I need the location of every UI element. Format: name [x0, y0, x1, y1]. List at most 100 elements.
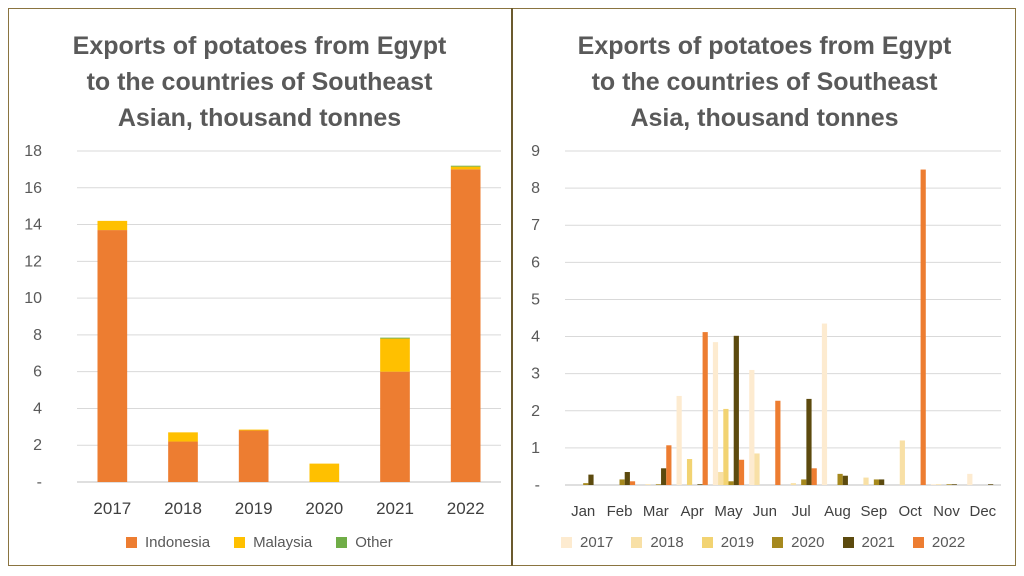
y-tick-label: 10	[24, 290, 42, 307]
legend-label: 2022	[931, 534, 966, 551]
x-category-label: 2019	[235, 499, 273, 518]
legend-swatch	[701, 537, 713, 548]
x-category-label: 2021	[376, 499, 414, 518]
legend-swatch	[842, 537, 854, 548]
bar-2021-may	[733, 335, 739, 485]
bar-2018-jul	[790, 483, 796, 485]
legend-label: Malaysia	[253, 534, 313, 551]
right-chart-panel: Exports of potatoes from Egypt to the co…	[513, 8, 1016, 566]
left-title-line: Asian, thousand tonnes	[117, 104, 402, 132]
x-category-label: 2017	[93, 499, 131, 518]
legend-label: 2019	[720, 534, 755, 551]
left-chart-legend: Indonesia Malaysia Other	[126, 534, 393, 551]
y-tick-label: 7	[531, 217, 540, 234]
bar-2021-apr	[697, 484, 703, 485]
bar-indonesia-2021	[380, 371, 410, 482]
y-tick-label: -	[535, 477, 540, 494]
bar-2022-oct	[920, 169, 926, 486]
bar-indonesia-2017	[97, 230, 128, 482]
bar-2018-mar	[645, 484, 651, 485]
bar-2021-dec	[988, 484, 994, 485]
left-chart-title: Exports of potatoes from Egypt to the co…	[8, 28, 511, 136]
legend-swatch	[561, 537, 572, 548]
y-tick-label: 8	[33, 327, 42, 344]
x-category-label: Dec	[969, 503, 996, 520]
bar-2018-jun	[754, 453, 760, 485]
bar-2017-dec	[967, 473, 973, 485]
right-title-line: Asia, thousand tonnes	[630, 104, 899, 132]
left-title-line: Exports of potatoes from Egypt	[72, 32, 447, 60]
bar-2021-jul	[806, 398, 812, 485]
legend-label: 2021	[861, 534, 895, 551]
right-legend-item: 2017	[561, 534, 613, 551]
x-category-label: 2022	[447, 499, 485, 518]
bar-2020-mar	[655, 484, 662, 485]
right-chart-legend: 2017 2018 2019 2020 2021 2022	[561, 534, 983, 551]
legend-label: 2017	[580, 534, 614, 551]
bar-malaysia-2017	[97, 220, 128, 231]
bar-2018-nov	[936, 484, 942, 485]
bar-2019-may	[723, 408, 729, 485]
left-legend-item: Malaysia	[234, 534, 312, 551]
x-category-label: Jul	[792, 503, 811, 520]
y-tick-label: 12	[24, 253, 42, 270]
legend-label: 2020	[791, 534, 825, 551]
x-category-label: Aug	[824, 503, 851, 520]
bar-indonesia-2019	[238, 430, 269, 482]
panel-divider	[511, 8, 513, 566]
x-category-label: Feb	[607, 503, 633, 520]
x-category-label: Apr	[680, 503, 703, 520]
bar-other-2022	[450, 165, 481, 167]
bar-malaysia-2019	[238, 429, 269, 431]
y-tick-label: 1	[531, 440, 540, 457]
bar-2019-apr	[686, 459, 693, 485]
right-legend-item: 2020	[772, 534, 825, 551]
y-tick-label: 16	[24, 180, 42, 197]
left-legend-item: Other	[336, 534, 393, 551]
right-legend-item: 2021	[842, 534, 895, 551]
bar-indonesia-2022	[450, 169, 481, 482]
bar-2021-nov	[951, 484, 957, 485]
bar-2017-apr	[676, 395, 682, 485]
right-legend-item: 2019	[701, 534, 755, 551]
y-tick-label: 18	[24, 143, 42, 160]
x-category-label: 2018	[164, 499, 202, 518]
y-tick-label: 3	[531, 366, 540, 383]
bar-2022-apr	[702, 332, 708, 485]
bar-2020-nov	[946, 484, 952, 485]
bar-2017-nov	[930, 484, 937, 485]
left-title-line: to the countries of Southeast	[86, 68, 433, 96]
right-legend-item: 2018	[631, 534, 684, 551]
legend-swatch	[234, 537, 246, 548]
bar-2018-oct	[899, 440, 905, 485]
bar-2020-feb	[619, 479, 625, 485]
y-tick-label: -	[37, 474, 42, 491]
bar-2021-mar	[661, 468, 667, 485]
right-chart-title: Exports of potatoes from Egypt to the co…	[513, 28, 1016, 136]
bar-2020-sep	[873, 479, 880, 485]
x-category-label: Jan	[571, 503, 595, 520]
bar-2021-aug	[842, 475, 848, 485]
bar-2021-feb	[624, 472, 630, 485]
legend-swatch	[631, 537, 643, 548]
bar-2020-may	[728, 481, 734, 485]
bar-malaysia-2021	[380, 338, 410, 372]
right-title-line: to the countries of Southeast	[591, 68, 938, 96]
x-category-label: Nov	[933, 503, 960, 520]
bar-2022-mar	[666, 445, 672, 485]
x-category-label: Jun	[753, 503, 777, 520]
y-tick-label: 6	[531, 254, 540, 271]
right-chart-plot: - 1 2 3 4 5 6 7 8 9 Jan Feb Mar Apr May Jun Jul Aug Sep Oct…	[531, 143, 1001, 520]
bar-2022-jun	[775, 400, 781, 485]
legend-swatch	[336, 537, 348, 548]
legend-swatch	[912, 537, 924, 548]
y-tick-label: 4	[33, 400, 42, 417]
legend-label: Other	[355, 534, 393, 551]
y-tick-label: 6	[33, 364, 42, 381]
left-chart-panel: Exports of potatoes from Egypt to the co…	[8, 8, 511, 566]
y-tick-label: 2	[33, 437, 42, 454]
bar-malaysia-2020	[309, 463, 340, 482]
bar-malaysia-2022	[450, 166, 481, 170]
left-chart-plot: - 2 4 6 8 10 12 14 16 18 2017 2018 2019 2020 2021 2022	[24, 143, 501, 518]
legend-swatch	[772, 537, 784, 548]
